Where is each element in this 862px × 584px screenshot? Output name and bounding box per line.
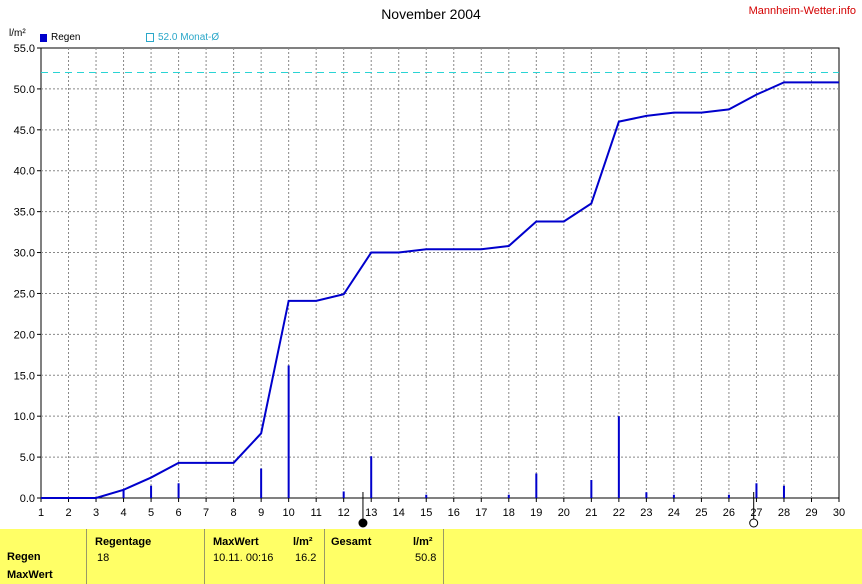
x-tick-label: 7 (203, 507, 209, 519)
gesamt-cell: Gesamt l/m² 50.8 (324, 529, 444, 584)
rain-bar (782, 485, 785, 498)
rain-bar (672, 494, 675, 498)
summary-panel: Regen MaxWert Regentage 18 MaxWert l/m² … (0, 529, 862, 584)
y-tick-label: 40.0 (14, 166, 35, 178)
x-tick-label: 6 (176, 507, 182, 519)
regentage-label: Regentage (95, 536, 152, 548)
x-tick-label: 19 (530, 507, 542, 519)
row-label-maxwert: MaxWert (7, 569, 53, 581)
legend-rain: Regen (40, 32, 80, 43)
x-tick-label: 23 (640, 507, 652, 519)
rain-bar (260, 468, 263, 498)
y-tick-label: 5.0 (20, 452, 35, 464)
rain-bar (425, 494, 428, 498)
rain-bar (617, 416, 620, 498)
cumulative-rain-line (41, 81, 839, 499)
y-tick-label: 55.0 (14, 43, 35, 55)
maxwert-date: 10.11. 00:16 (213, 552, 274, 564)
x-tick-label: 25 (695, 507, 707, 519)
rain-bar (535, 473, 538, 498)
y-tick-label: 0.0 (20, 493, 35, 505)
x-tick-label: 5 (148, 507, 154, 519)
y-tick-label: 15.0 (14, 370, 35, 382)
x-tick-label: 30 (833, 507, 845, 519)
legend-monthly-label: 52.0 Monat-Ø (158, 32, 220, 43)
x-tick-label: 2 (65, 507, 71, 519)
x-tick-label: 26 (723, 507, 735, 519)
rain-bar (342, 491, 345, 498)
x-tick-label: 18 (503, 507, 515, 519)
x-tick-label: 17 (475, 507, 487, 519)
maxwert-unit: l/m² (293, 536, 313, 548)
gesamt-unit: l/m² (413, 536, 433, 548)
y-tick-label: 35.0 (14, 207, 35, 219)
y-axis-unit: l/m² (9, 28, 26, 39)
row-label-regen: Regen (7, 551, 41, 563)
y-tick-label: 20.0 (14, 329, 35, 341)
y-tick-label: 10.0 (14, 411, 35, 423)
y-tick-label: 25.0 (14, 288, 35, 300)
new-moon-icon (358, 518, 368, 528)
legend-rain-swatch (40, 33, 47, 42)
x-tick-label: 14 (393, 507, 405, 519)
rain-bar (150, 485, 153, 498)
rain-chart: 0.0 5.0 10.0 15.0 20.0 25.0 30.0 35.0 40.0 45.0 50… (14, 43, 845, 528)
x-tick-label: 8 (231, 507, 237, 519)
x-tick-label: 28 (778, 507, 790, 519)
x-tick-label: 11 (310, 507, 321, 519)
regentage-cell: Regentage 18 (86, 529, 205, 584)
x-tick-label: 4 (120, 507, 126, 519)
x-tick-label: 21 (585, 507, 597, 519)
rain-bar (727, 494, 730, 498)
x-tick-label: 16 (448, 507, 460, 519)
x-tick-label: 3 (93, 507, 99, 519)
rain-bar (287, 365, 290, 498)
plot-area (40, 47, 840, 499)
rain-bar (122, 489, 125, 498)
rain-bar (645, 492, 648, 498)
gesamt-value: 50.8 (415, 552, 437, 564)
maxwert-cell: MaxWert l/m² 10.11. 00:16 16.2 (204, 529, 325, 584)
x-tick-label: 27 (750, 507, 762, 519)
x-tick-label: 29 (805, 507, 817, 519)
rain-bar (177, 483, 180, 498)
maxwert-value: 16.2 (295, 552, 317, 564)
rain-bar (755, 483, 758, 498)
maxwert-label: MaxWert (213, 536, 259, 548)
legend-rain-label: Regen (51, 32, 81, 43)
y-tick-label: 50.0 (14, 84, 35, 96)
legend-monthly: 52.0 Monat-Ø (146, 32, 219, 43)
y-tick-label: 45.0 (14, 125, 35, 137)
regentage-value: 18 (97, 552, 110, 564)
x-tick-label: 1 (38, 507, 44, 519)
rain-bar (370, 456, 373, 498)
x-tick-label: 24 (668, 507, 680, 519)
full-moon-icon (749, 518, 759, 528)
x-tick-label: 13 (365, 507, 377, 519)
gesamt-label: Gesamt (331, 536, 372, 548)
x-tick-label: 20 (558, 507, 570, 519)
x-tick-label: 22 (613, 507, 625, 519)
legend-monthly-swatch (146, 33, 154, 42)
rain-bar (590, 480, 593, 498)
chart-title: November 2004 (381, 6, 481, 22)
x-tick-label: 10 (283, 507, 295, 519)
brand-link[interactable]: Mannheim-Wetter.info (748, 5, 856, 17)
y-tick-label: 30.0 (14, 248, 35, 260)
x-tick-label: 15 (420, 507, 432, 519)
x-tick-label: 9 (258, 507, 264, 519)
x-tick-label: 12 (338, 507, 350, 519)
rain-bar (507, 494, 510, 498)
